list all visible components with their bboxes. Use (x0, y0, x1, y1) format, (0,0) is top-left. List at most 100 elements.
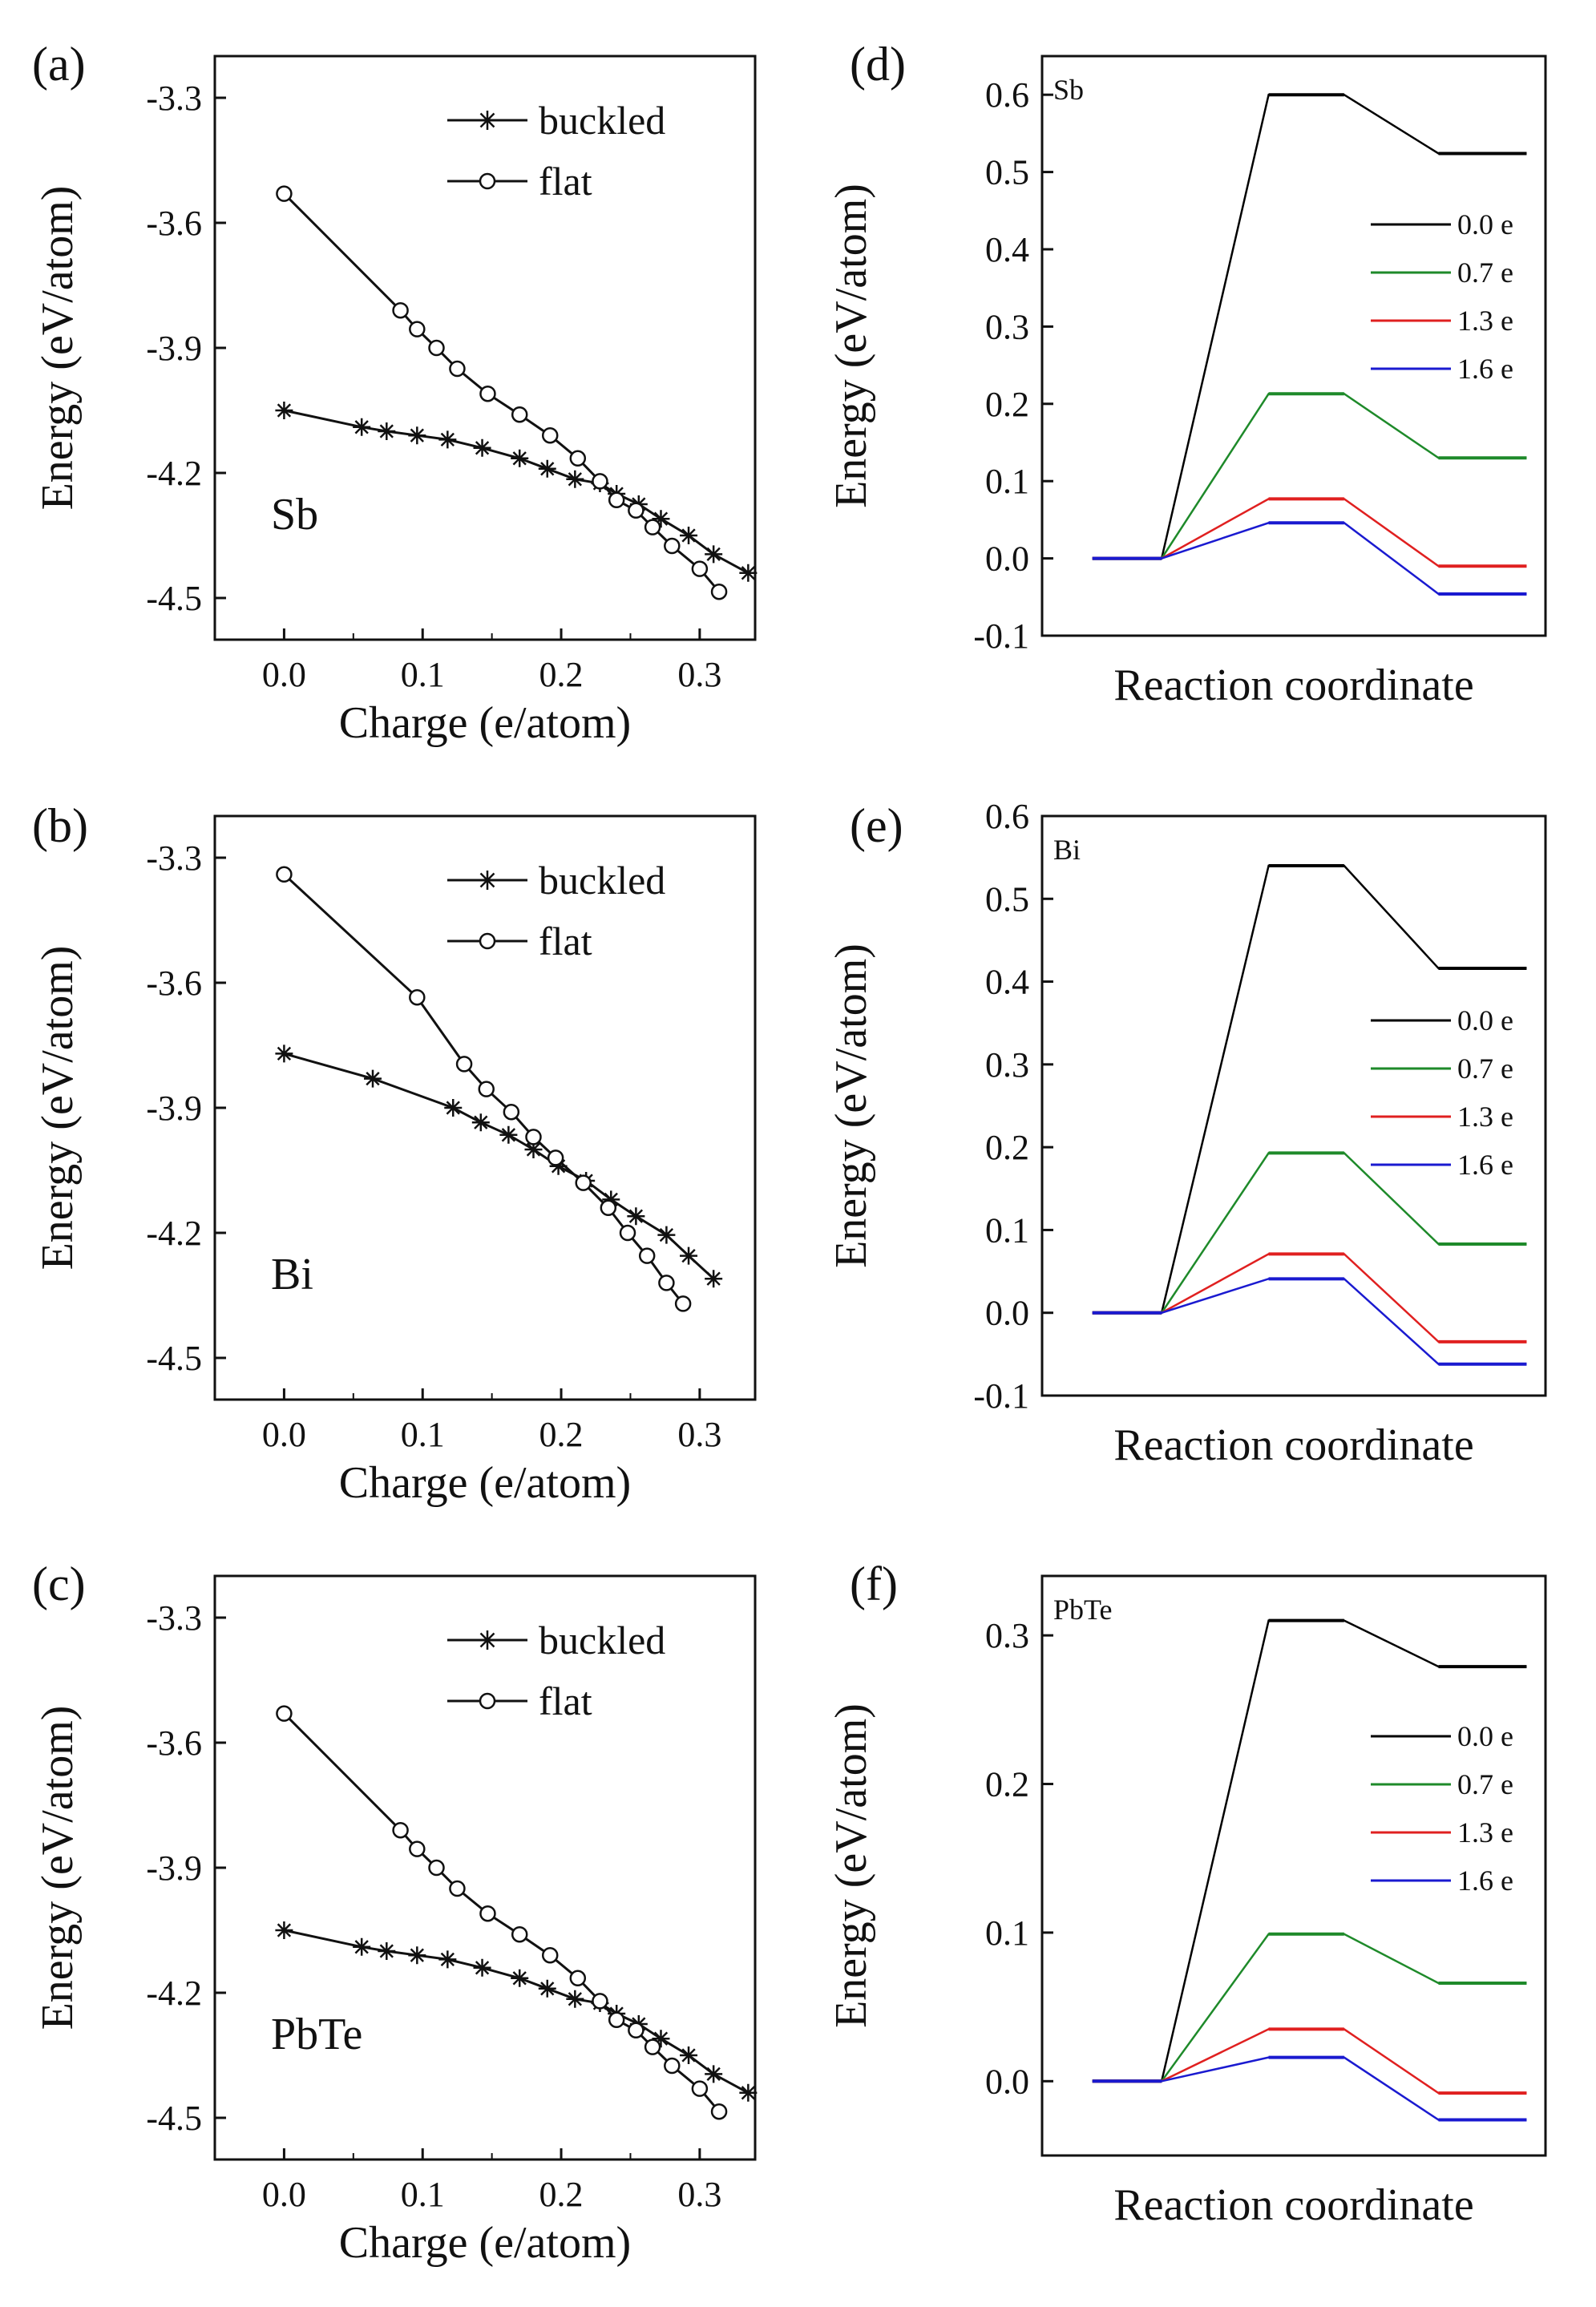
data-point-star (657, 1226, 676, 1244)
x-axis-title: Reaction coordinate (1113, 2180, 1473, 2230)
series-line-flat (283, 192, 721, 593)
data-point-circle (276, 866, 293, 883)
chart-panel-a: (a) -3.3 -3.6 -3.9 -4.2 -4.5 0.0 0.1 0.2 0.3 Energ… (32, 38, 758, 748)
data-point-star (739, 564, 758, 582)
x-tick-label: 0.0 (262, 655, 306, 694)
legend-label: 0.7 e (1457, 257, 1513, 289)
data-point-circle (638, 1247, 656, 1264)
series-line-buckled (284, 409, 750, 575)
data-point-circle (664, 537, 681, 555)
y-tick-label: 0.4 (985, 230, 1029, 269)
x-axis-title: Charge (e/atom) (339, 1458, 631, 1508)
y-axis-title: Energy (eV/atom) (826, 184, 876, 508)
series-line-flat (283, 1712, 721, 2113)
legend-circle-marker (479, 932, 496, 950)
y-tick-label: -4.5 (146, 579, 202, 618)
data-point-circle (478, 1081, 495, 1097)
chart-panel-e: (e) -0.1 0.0 0.1 0.2 0.3 0.4 0.5 0.6 Energy (eV/a… (826, 797, 1547, 1470)
y-tick-label: 0.6 (985, 797, 1029, 836)
legend-label: 1.6 e (1457, 1149, 1513, 1181)
y-tick-label: -3.9 (146, 1848, 202, 1888)
y-tick-label: -4.2 (146, 1974, 202, 2013)
y-tick-label: 0.2 (985, 385, 1029, 424)
panel-label: (a) (32, 38, 86, 91)
data-point-star (438, 430, 457, 449)
data-point-star (524, 1141, 543, 1158)
data-point-star (705, 545, 723, 564)
data-point-circle (276, 1705, 293, 1722)
data-point-circle (525, 1129, 542, 1145)
legend-star-marker (478, 871, 497, 890)
data-point-circle (479, 1905, 496, 1922)
legend-label: 0.0 e (1457, 1004, 1513, 1036)
panel-label: (e) (850, 799, 903, 852)
y-tick-label: 0.2 (985, 1765, 1029, 1804)
y-tick-label: 0.5 (985, 879, 1029, 919)
legend-label: 1.3 e (1457, 305, 1513, 337)
data-point-circle (628, 2022, 644, 2039)
data-point-circle (710, 583, 728, 600)
y-axis-title: Energy (eV/atom) (33, 1706, 83, 2030)
x-tick-label: 0.3 (677, 1415, 721, 1454)
legend-label: flat (539, 1679, 592, 1723)
x-tick-label: 0.3 (677, 655, 721, 694)
data-point-circle (710, 2103, 728, 2120)
y-tick-label: -3.6 (146, 204, 202, 243)
data-point-circle (409, 1840, 426, 1857)
data-point-star (408, 1946, 426, 1965)
data-point-circle (428, 1859, 445, 1877)
x-tick-label: 0.1 (401, 2175, 445, 2214)
x-axis-title: Charge (e/atom) (339, 698, 631, 748)
y-tick-label: 0.1 (985, 1210, 1029, 1250)
x-tick-label: 0.2 (539, 1415, 584, 1454)
y-tick-label: -4.5 (146, 1339, 202, 1378)
legend-star-marker (478, 111, 497, 130)
data-point-circle (592, 1993, 608, 2010)
y-tick-label: 0.3 (985, 1045, 1029, 1085)
data-point-star (680, 1246, 698, 1265)
data-point-circle (541, 1946, 559, 1964)
legend-label: flat (539, 159, 592, 204)
y-tick-label: 0.4 (985, 963, 1029, 1002)
legend-label: flat (539, 919, 592, 964)
y-axis-title: Energy (eV/atom) (33, 946, 83, 1271)
data-point-circle (691, 2080, 709, 2097)
panel-label: (c) (32, 1558, 86, 1610)
chart-panel-d: (d) -0.1 0.0 0.1 0.2 0.3 0.4 0.5 0.6 Energy (eV/a… (826, 38, 1547, 710)
data-point-circle (511, 406, 528, 423)
legend-label: 0.7 e (1457, 1768, 1513, 1800)
data-point-circle (541, 426, 559, 444)
inset-label: Bi (1053, 834, 1081, 866)
chart-panel-b: (b) -3.3 -3.6 -3.9 -4.2 -4.5 0.0 0.1 0.2 0.3 Energ… (32, 799, 757, 1508)
data-point-star (549, 1157, 568, 1175)
x-tick-label: 0.3 (677, 2175, 721, 2214)
data-point-circle (449, 1880, 466, 1897)
panel-label: (b) (32, 799, 88, 852)
legend-circle-marker (479, 172, 496, 190)
data-point-circle (409, 988, 426, 1006)
y-tick-label: 0.3 (985, 307, 1029, 346)
chart-panel-f: (f) 0.0 0.1 0.2 0.3 Energy (eV/atom) Reaction … (826, 1558, 1547, 2230)
inset-label: Sb (271, 490, 318, 539)
data-point-circle (608, 491, 625, 509)
data-point-star (680, 527, 698, 544)
data-point-circle (479, 385, 496, 402)
data-point-star (378, 422, 396, 440)
data-point-circle (592, 473, 608, 490)
legend-circle-marker (479, 1692, 496, 1710)
data-point-star (471, 1113, 490, 1132)
data-point-star (566, 1990, 584, 2008)
y-tick-label: -4.2 (146, 1214, 202, 1253)
x-axis-title: Reaction coordinate (1113, 661, 1473, 710)
data-point-star (408, 426, 426, 445)
legend-label: 1.3 e (1457, 1816, 1513, 1848)
data-point-star (627, 1207, 645, 1226)
data-point-circle (276, 185, 293, 202)
data-point-circle (658, 1275, 675, 1291)
series-line-buckled (284, 1929, 750, 2095)
data-point-star (275, 1921, 293, 1939)
data-point-circle (569, 1970, 587, 1987)
data-point-star (511, 1969, 529, 1987)
